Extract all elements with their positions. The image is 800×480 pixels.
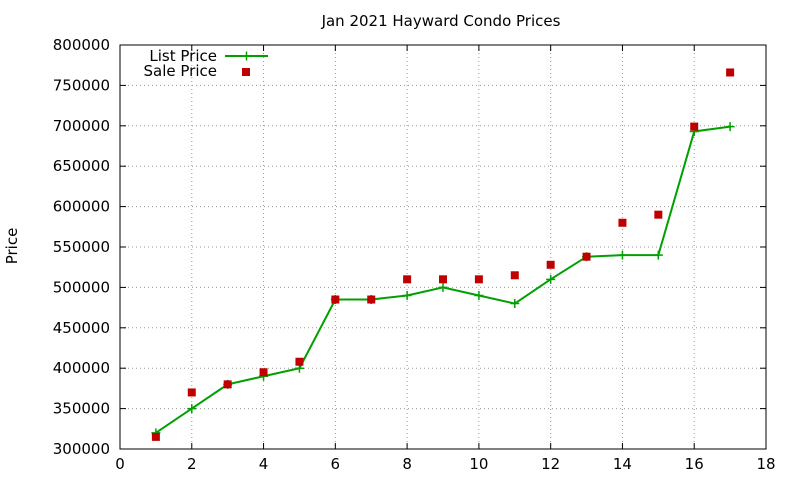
sale-price-point [331, 295, 340, 304]
list-price-point [653, 250, 663, 260]
y-tick-label: 500000 [53, 278, 110, 296]
sale-price-point [259, 368, 268, 377]
x-tick-label: 8 [402, 455, 412, 473]
sale-price-point [726, 68, 735, 77]
legend-marker-sale-price [242, 68, 250, 76]
grid [120, 45, 766, 449]
x-tick-label: 0 [115, 455, 125, 473]
y-axis-label: Price [3, 228, 21, 265]
sale-price-point [582, 252, 591, 261]
x-tick-label: 14 [613, 455, 632, 473]
y-tick-label: 350000 [53, 400, 110, 418]
sale-price-point [223, 380, 232, 389]
list-price-point [510, 299, 520, 309]
list-price-point [725, 122, 735, 132]
legend-label-list-price: List Price [149, 47, 217, 65]
y-tick-label: 800000 [53, 36, 110, 54]
x-tick-label: 4 [259, 455, 269, 473]
y-tick-label: 600000 [53, 198, 110, 216]
sale-price-point [403, 275, 412, 284]
sale-price-point [618, 218, 627, 227]
sale-price-point [474, 275, 483, 284]
list-price-point [438, 282, 448, 292]
x-tick-label: 6 [331, 455, 341, 473]
sale-price-point [367, 295, 376, 304]
legend-marker-list-price [242, 51, 251, 61]
list-price-point [402, 290, 412, 300]
chart-title: Jan 2021 Hayward Condo Prices [321, 12, 561, 30]
sale-price-point [187, 388, 196, 397]
legend-label-sale-price: Sale Price [144, 62, 217, 80]
y-tick-label: 300000 [53, 440, 110, 458]
sale-price-point [151, 432, 160, 441]
sale-price-point [510, 271, 519, 280]
sale-price-point [295, 357, 304, 366]
x-tick-label: 16 [685, 455, 704, 473]
x-tick-label: 18 [756, 455, 775, 473]
series [151, 68, 735, 441]
x-tick-label: 2 [187, 455, 197, 473]
x-tick-label: 10 [469, 455, 488, 473]
y-tick-label: 750000 [53, 76, 110, 94]
sale-price-point [690, 122, 699, 131]
sale-price-point [654, 210, 663, 219]
list-price-point [546, 274, 556, 284]
y-tick-label: 700000 [53, 117, 110, 135]
list-price-point [617, 250, 627, 260]
y-tick-label: 400000 [53, 359, 110, 377]
x-tick-label: 12 [541, 455, 560, 473]
y-tick-label: 450000 [53, 319, 110, 337]
list-price-point [474, 290, 484, 300]
y-tick-label: 550000 [53, 238, 110, 256]
sale-price-point [439, 275, 447, 284]
list-price-point [187, 404, 197, 414]
ticks: 0 2 4 6 8 10 12 14 16 18 300000 350000 400000 450000 5… [53, 36, 776, 473]
sale-price-point [546, 260, 555, 269]
y-tick-label: 650000 [53, 157, 110, 175]
